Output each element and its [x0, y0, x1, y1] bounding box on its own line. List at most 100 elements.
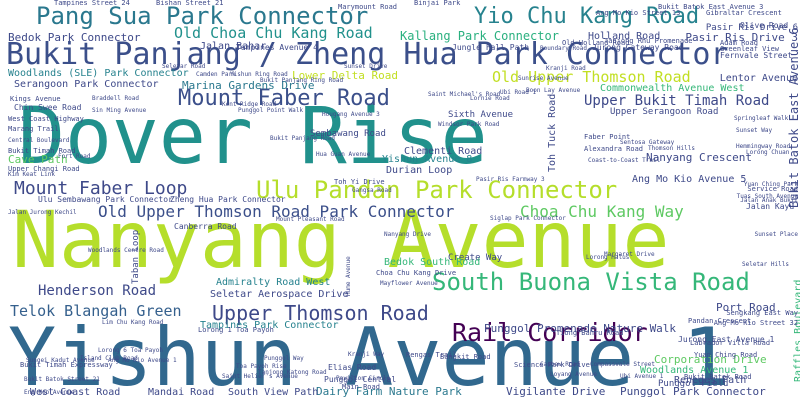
- word-kranji-road: Kranji Road: [546, 65, 586, 72]
- word-kings-avenue: Kings Avenue: [10, 95, 61, 103]
- word-punggol-point-walk: Punggol Point Walk: [238, 107, 304, 114]
- word-dover-rise: Dover Rise: [18, 92, 488, 182]
- word-yishun-avenue-1: Yishun Avenue 1: [8, 311, 731, 400]
- word-south-buona-vista-road: South Buona Vista Road: [432, 268, 750, 296]
- word-sunset-way: Sunset Way: [736, 127, 773, 134]
- word-woodlands-sle-park-connector: Woodlands (SLE) Park Connector: [8, 68, 189, 79]
- word-cave-path: Cave Path: [8, 153, 68, 166]
- word-yishun-avenue-8: Yishun Avenue 8: [382, 154, 473, 165]
- word-create-way: Create Way: [448, 253, 503, 263]
- word-rail-corridor: Rail Corridor: [452, 318, 648, 347]
- word-seletar-hills: Seletar Hills: [742, 261, 789, 268]
- word-reneges-path: Reneges Path: [674, 375, 747, 386]
- word-bukit-panjang-zheng-hua-park-connector: Bukit Panjang / Zheng Hua Park Connector: [6, 37, 729, 72]
- word-henderson-road: Henderson Road: [38, 283, 157, 299]
- word-old-upper-thomson-road-park-connector: Old Upper Thomson Road Park Connector: [98, 202, 455, 221]
- word-upper-thomson-road: Upper Thomson Road: [212, 301, 429, 325]
- word-thomson-hills: Thomson Hills: [648, 145, 695, 152]
- word-dairy-farm-nature-park: Dairy Farm Nature Park: [316, 385, 462, 398]
- word-ulu-sembawang-park-connector: Ulu Sembawang Park Connector: [38, 195, 173, 204]
- word-corporation-drive: Corporation Drive: [654, 353, 767, 366]
- word-pandan-crescent: Pandan Crescent: [688, 317, 752, 325]
- word-siglap-park-connector: Siglap Park Connector: [490, 215, 566, 222]
- word-seletar-aerospace-drive: Seletar Aerospace Drive: [210, 289, 349, 300]
- word-south-view-path: South View Path: [228, 387, 319, 398]
- word-sunset-place: Sunset Place: [754, 231, 798, 238]
- word-vigilante-drive: Vigilante Drive: [506, 385, 606, 398]
- word-bukit-timah-road: Bukit Timah Road: [8, 147, 76, 155]
- word-gangsa-road: Gangsa Road: [352, 187, 392, 194]
- word-telok-blangah-green: Telok Blangah Green: [10, 302, 182, 320]
- word-port-road: Port Road: [716, 301, 776, 314]
- word-yuan-ching-road: Yuan Ching Road: [694, 351, 758, 359]
- word-ulu-pandan-park-connector: Ulu Pandan Park Connector: [256, 176, 618, 204]
- word-yio-chu-kang-road: Yio Chu Kang Road: [474, 4, 700, 29]
- word-punggol-park-connector: Punggol Park Connector: [620, 385, 766, 398]
- word-gibraltar-crescent: Gibraltar Crescent: [706, 9, 782, 17]
- word-upper-changi-road: Upper Changi Road: [8, 165, 80, 173]
- word-marymount-road: Marymount Road: [338, 3, 398, 11]
- word-windsor-park-road: Windsor Park Road: [438, 121, 500, 128]
- word-west-coast-highway: West Coast Highway: [8, 115, 84, 123]
- word-pasir-ris-drive-6: Pasir Ris Drive 6: [705, 23, 798, 33]
- word-elias-road: Elias Road: [328, 363, 377, 372]
- word-yuan-ching-park: Yuan Ching Park: [743, 181, 798, 188]
- word-kranji-way: Kranji Way: [348, 351, 385, 358]
- word-springleaf-walk: Springleaf Walk: [734, 115, 789, 122]
- word-choa-chu-kang-drive: Choa Chu Kang Drive: [376, 269, 457, 277]
- word-jalan-bahar: Jalan Bahar: [200, 41, 267, 52]
- word-mount-faber-loop: Mount Faber Loop: [14, 178, 188, 199]
- word-marang-trail: Marang Trail: [8, 125, 59, 133]
- word-jalan-jurong-kechil: Jalan Jurong Kechil: [8, 209, 77, 216]
- word-tampines-park-connector: Tampines Park Connector: [200, 320, 339, 331]
- word-hua-guan-avenue: Hua Guan Avenue: [316, 151, 371, 158]
- word-bukit-timah-expressway: Bukit Timah Expressway: [20, 361, 113, 369]
- word-hougang-avenue-3: Hougang Avenue 3: [322, 111, 380, 118]
- word-boundary-road: Boundary Road: [540, 45, 587, 52]
- word-punggol-promenade-nature-walk: Punggol Promenade Nature Walk: [484, 322, 677, 335]
- word-binjai-park: Binjai Park: [414, 0, 461, 7]
- word-kallang-park-connector: Kallang Park Connector: [400, 29, 559, 43]
- word-mandai-road: Mandai Road: [148, 387, 215, 398]
- word-ang-mo-kio-street-32: Ang Mo Kio Street 32: [713, 319, 798, 327]
- word-eng-neo-avenue: Eng Neo Avenue: [24, 389, 75, 396]
- word-greenleaf-view: Greenleaf View: [720, 45, 780, 53]
- word-choa-chu-kang-way: Choa Chu Kang Way: [520, 202, 684, 221]
- word-bukit-batok-road: Bukit Batok Road: [684, 373, 752, 381]
- word-lower-delta-road: Lower Delta Road: [292, 69, 398, 82]
- word-pavilion-circle: Pavilion Circle: [336, 375, 391, 382]
- word-west-coast-road: West Coast Road: [30, 387, 121, 398]
- word-lorong-halus: Lorong Halus: [586, 254, 630, 261]
- word-durian-loop: Durian Loop: [386, 165, 453, 176]
- word-tampines-street-24: Tampines Street 24: [54, 0, 130, 7]
- word-yishun-ring-road: Yishun Ring Road: [230, 71, 288, 78]
- word-sengkang-east-way: Sengkang East Way: [726, 309, 798, 317]
- word-commonwealth-avenue-west: Commonwealth Avenue West: [600, 83, 745, 94]
- word-old-holland-road: Old Holland Road: [562, 39, 630, 47]
- word-kim-keat-link: Kim Keat Link: [8, 171, 55, 178]
- word-lorong-6-toa-payoh: Lorong 6 Toa Payoh: [98, 347, 164, 354]
- word-punggol-way: Punggol Way: [264, 355, 304, 362]
- word-pasir-ris-drive-3: Pasir Ris Drive 3: [685, 31, 798, 44]
- word-chin-swee-road: Chin Swee Road: [14, 103, 82, 112]
- word-olive-road: Olive Road: [740, 21, 789, 30]
- word-clementi-road: Clementi Road: [404, 146, 483, 157]
- word-science-park-drive: Science Park Drive: [514, 361, 590, 369]
- word-sunrise-avenue: Sunrise Avenue: [518, 75, 569, 82]
- word-marina-gardens-drive: Marina Gardens Drive: [182, 79, 315, 92]
- word-tiong-bahru-road: Tiong Bahru Road: [556, 329, 624, 337]
- word-jurong-gateway-road: Jurong Gateway Road: [592, 43, 684, 52]
- word-saint-michael-s-road: Saint Michael's Road: [428, 91, 501, 98]
- word-bukit-panjang-ring-road: Bukit Panjang Ring Road: [260, 77, 344, 84]
- word-punggol-central: Punggol Central: [324, 375, 397, 384]
- word-pang-sua-park-connector: Pang Sua Park Connector: [36, 2, 369, 30]
- word-lim-chu-kang-road: Lim Chu Kang Road: [102, 319, 164, 326]
- word-fort-road: Fort Road: [58, 153, 91, 160]
- word-cashew-road: Cashew Road: [540, 361, 580, 368]
- word-labrador-villa-road: Labrador Villa Road: [690, 339, 771, 347]
- word-old-upper-thomson-road: Old Upper Thomson Road: [492, 68, 691, 86]
- word-punggol-field: Punggol Field: [658, 379, 729, 389]
- word-upper-bukit-timah-road: Upper Bukit Timah Road: [584, 93, 770, 109]
- word-faber-point: Faber Point: [584, 133, 631, 141]
